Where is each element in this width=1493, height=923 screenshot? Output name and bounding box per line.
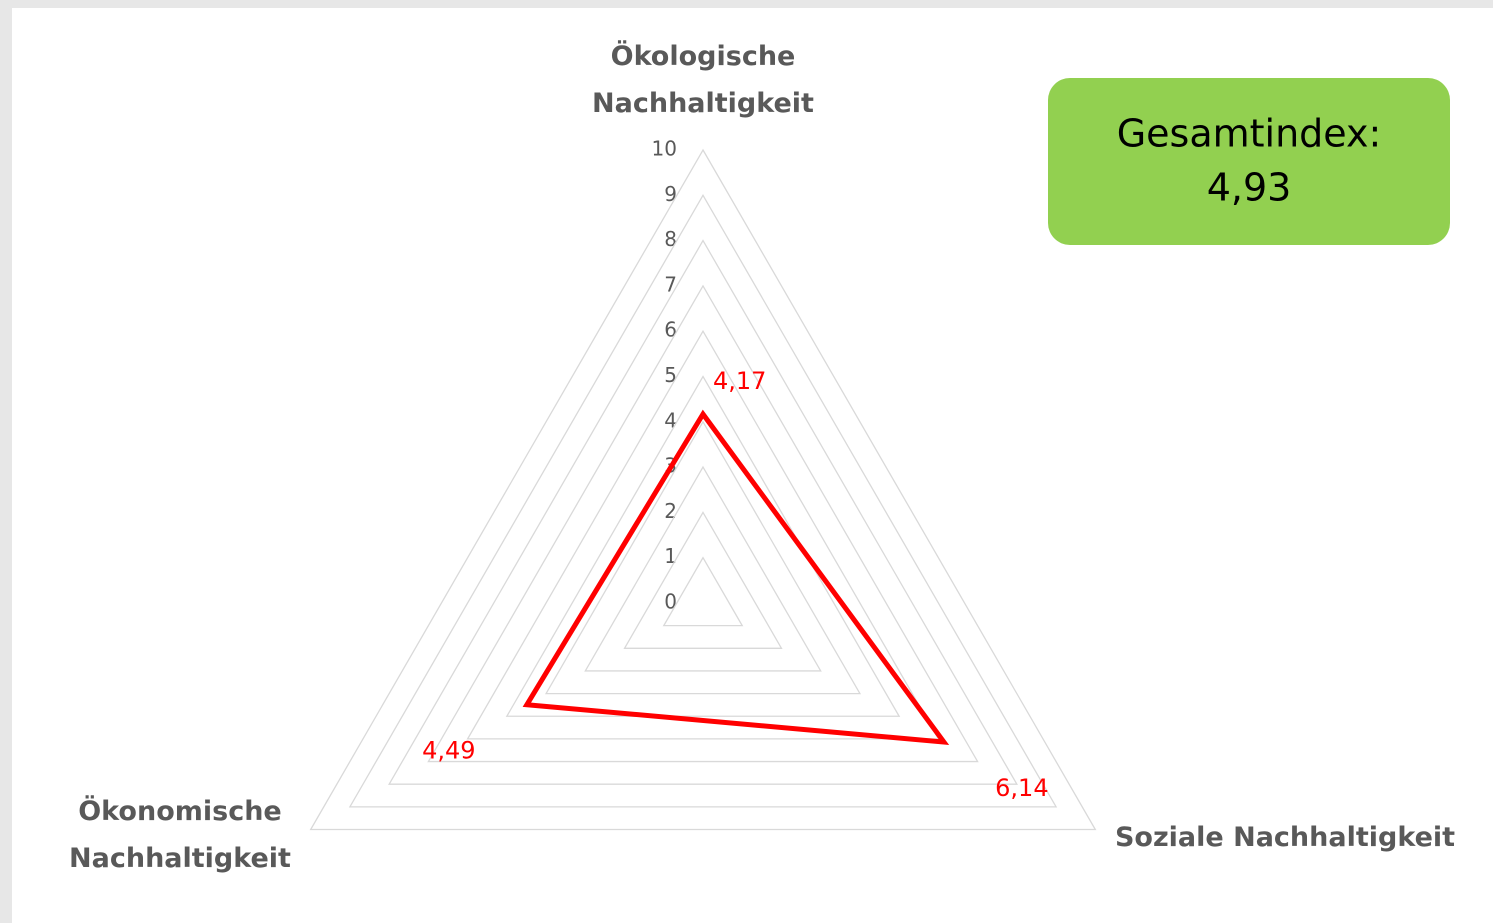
- r-tick-label: 0: [664, 590, 677, 614]
- category-label: Ökonomische Nachhaltigkeit: [69, 796, 291, 874]
- grid-line: [584, 465, 822, 672]
- grid-line: [544, 420, 862, 695]
- r-tick-label: 1: [664, 544, 677, 568]
- r-tick-label: 7: [664, 272, 677, 296]
- value-label: 6,14: [995, 774, 1048, 802]
- grid-line: [388, 239, 1018, 785]
- grid-line: [309, 148, 1097, 831]
- r-tick-label: 2: [664, 499, 677, 523]
- annotation-text: 4,93: [1207, 166, 1292, 210]
- r-tick-label: 8: [664, 227, 677, 251]
- r-tick-label: 9: [664, 182, 677, 206]
- annotation-box: [1048, 78, 1450, 245]
- category-label: Ökologische Nachhaltigkeit: [592, 41, 814, 119]
- series-line: [522, 409, 950, 746]
- grid-line: [466, 329, 940, 740]
- r-tick-label: 10: [652, 137, 677, 161]
- annotation-text: Gesamtindex:: [1117, 112, 1382, 156]
- r-tick-label: 5: [664, 363, 677, 387]
- category-label: Soziale Nachhaltigkeit: [1114, 822, 1456, 853]
- grid-line: [662, 556, 744, 627]
- value-label: 4,17: [713, 367, 766, 395]
- grid-line: [623, 511, 783, 649]
- value-label: 4,49: [422, 737, 475, 765]
- r-tick-label: 6: [664, 318, 677, 342]
- r-tick-label: 4: [664, 408, 677, 432]
- grid-line: [427, 284, 979, 763]
- grid-line: [348, 194, 1058, 808]
